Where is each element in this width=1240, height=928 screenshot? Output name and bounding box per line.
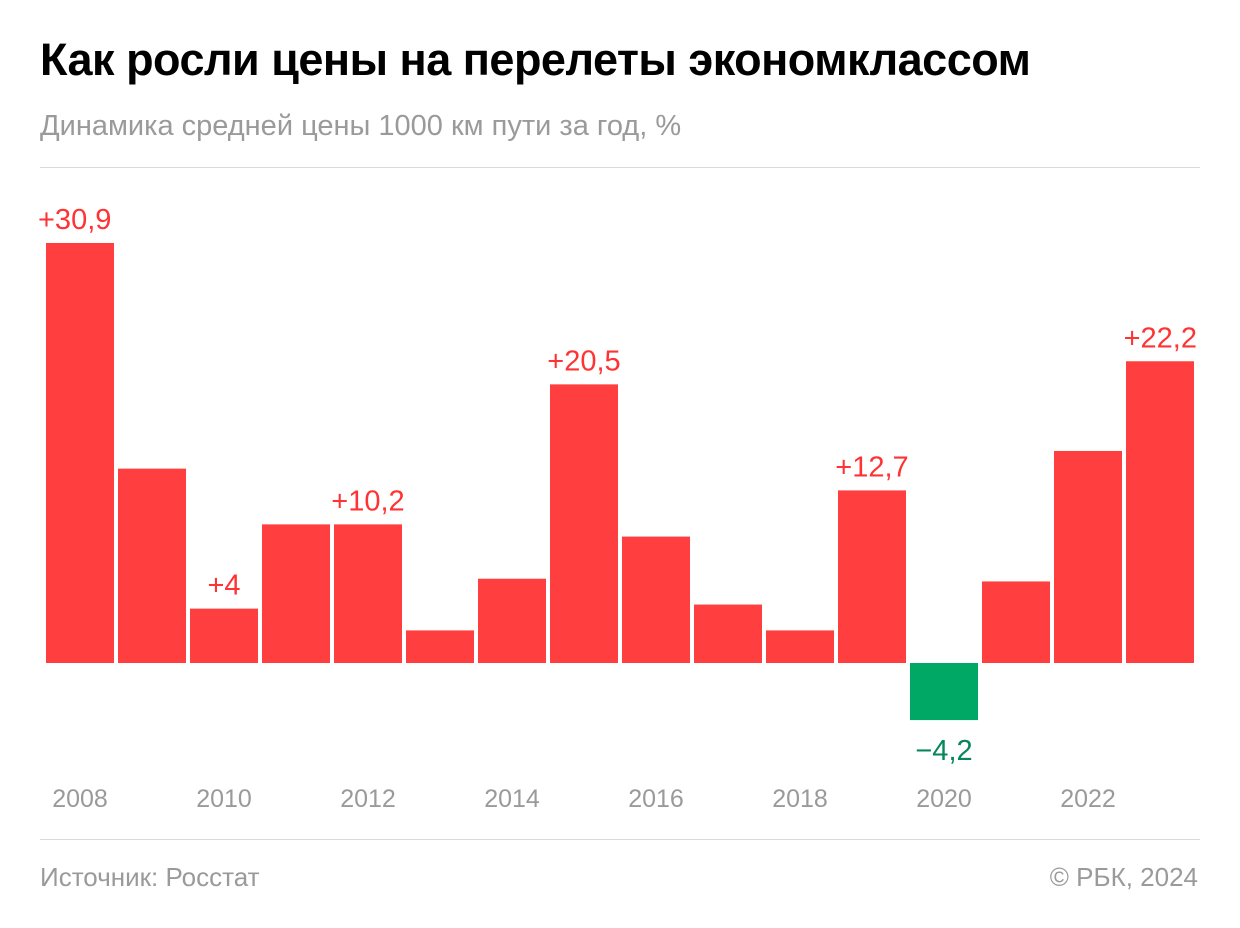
data-label-2023: +22,2 — [1124, 322, 1197, 354]
source-note: Источник: Росстат — [40, 862, 260, 892]
bar-2014 — [478, 578, 546, 663]
bar-2009 — [118, 468, 186, 663]
x-tick-2018: 2018 — [772, 785, 828, 813]
bottom-divider — [40, 839, 1200, 840]
x-tick-2010: 2010 — [196, 785, 252, 813]
copyright: © РБК, 2024 — [1049, 862, 1198, 892]
data-label-2019: +12,7 — [835, 451, 908, 483]
bar-2011 — [262, 524, 330, 663]
bar-2023 — [1126, 361, 1194, 663]
data-label-2015: +20,5 — [547, 345, 620, 377]
x-tick-2012: 2012 — [340, 785, 396, 813]
bar-2020 — [910, 663, 978, 721]
x-tick-2014: 2014 — [484, 785, 540, 813]
x-tick-2016: 2016 — [628, 785, 684, 813]
data-label-2010: +4 — [207, 570, 240, 602]
bar-2021 — [982, 581, 1050, 663]
x-tick-2020: 2020 — [916, 785, 972, 813]
bar-2010 — [190, 608, 258, 663]
bar-2017 — [694, 604, 762, 663]
x-tick-2008: 2008 — [52, 785, 108, 813]
bar-2016 — [622, 536, 690, 663]
x-tick-2022: 2022 — [1060, 785, 1116, 813]
bar-2012 — [334, 524, 402, 663]
data-label-2012: +10,2 — [331, 485, 404, 517]
bar-2022 — [1054, 450, 1122, 663]
bar-2008 — [46, 243, 114, 663]
bar-2013 — [406, 630, 474, 663]
bar-2019 — [838, 490, 906, 663]
chart-title: Как росли цены на перелеты экономклассом — [40, 34, 1031, 85]
data-label-2020: −4,2 — [915, 735, 972, 767]
top-divider — [40, 167, 1200, 168]
chart-subtitle: Динамика средней цены 1000 км пути за го… — [40, 110, 682, 142]
bar-2015 — [550, 384, 618, 663]
bar-2018 — [766, 630, 834, 663]
data-label-2008: +30,9 — [38, 204, 111, 236]
